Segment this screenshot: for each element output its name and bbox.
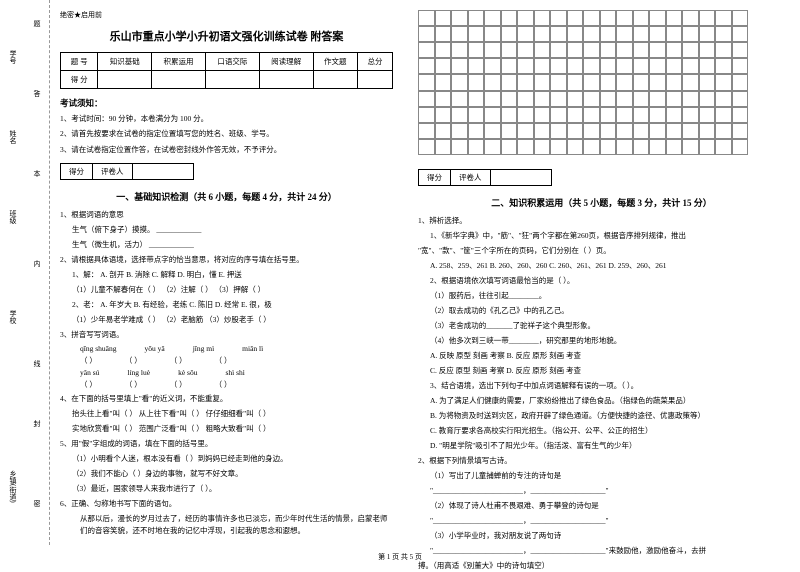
q6: 6、正确、匀称地书写下面的语句。 bbox=[60, 498, 393, 510]
q2-sub-3: （1）少年易老学难成（ ） （2）老脑筋 （3）炒股老手（ ） bbox=[60, 314, 393, 326]
th-5: 作文题 bbox=[313, 53, 357, 71]
cut-label-5: 线 bbox=[32, 360, 42, 369]
s2q2-sub-1: "________________________，______________… bbox=[418, 485, 785, 497]
td-1[interactable] bbox=[98, 71, 152, 89]
td-6[interactable] bbox=[357, 71, 392, 89]
cut-label-7: 密 bbox=[32, 500, 42, 509]
s2q2-sub-0: （1）写出了儿童捕蝉前的专注的诗句是 bbox=[418, 470, 785, 482]
binding-label-3: 学校 bbox=[8, 310, 18, 324]
th-0: 题 号 bbox=[61, 53, 98, 71]
td-2[interactable] bbox=[152, 71, 206, 89]
table-row: 题 号 知识基础 积累运用 口语交际 阅读理解 作文题 总分 bbox=[61, 53, 393, 71]
q2-sub-1: （1）儿童不解春何在（ ） （2）注解（ ） （3）押解（ ） bbox=[60, 284, 393, 296]
pinyin-row-0: qīng shuāng yōu yǎ jīng mì miǎn lì bbox=[60, 344, 393, 353]
grader-label-1: 得分 bbox=[61, 164, 93, 179]
s2q1-sub-9: C. 反应 原型 刻画 考察 D. 反应 原形 刻画 考查 bbox=[418, 365, 785, 377]
section2-title: 二、知识积累运用（共 5 小题，每题 3 分，共计 15 分） bbox=[418, 196, 785, 209]
s2q1-sub-13: C. 教育厅要求各高校实行阳光招生。（指公开、公平、公正的招生） bbox=[418, 425, 785, 437]
pinyin-row-3: （ ） （ ） （ ） （ ） bbox=[60, 379, 393, 390]
page-footer: 第 1 页 共 5 页 bbox=[0, 552, 800, 562]
th-6: 总分 bbox=[357, 53, 392, 71]
s2q1-sub-12: B. 为将物资及时送到灾区，政府开辟了绿色通道。（方便快捷的途径、优惠政策等） bbox=[418, 410, 785, 422]
q1: 1、根据词语的意思 bbox=[60, 209, 393, 221]
q3: 3、拼音写写词语。 bbox=[60, 329, 393, 341]
notice-heading: 考试须知： bbox=[60, 97, 393, 109]
cut-label-4: 内 bbox=[32, 260, 42, 269]
cut-label-6: 封 bbox=[32, 420, 42, 429]
q5-sub-1: （2）我们不能心（ ）身边的事物，就写不好文章。 bbox=[60, 468, 393, 480]
q6-text: 从那以后，漫长的岁月过去了，经历的事情许多也已淡忘，而少年时代生活的情景，启蒙老… bbox=[60, 513, 393, 537]
grader-blank[interactable] bbox=[133, 164, 193, 179]
grader-label-2b: 评卷人 bbox=[451, 170, 491, 185]
td-3[interactable] bbox=[205, 71, 259, 89]
q5-sub-0: （1）小明看个人迷，根本没有看（ ）到妈妈已经走到他的身边。 bbox=[60, 453, 393, 465]
th-2: 积累运用 bbox=[152, 53, 206, 71]
th-3: 口语交际 bbox=[205, 53, 259, 71]
s2q1-sub-4: （1）服药后，往往引起________。 bbox=[418, 290, 785, 302]
notice-3: 3、请在试卷指定位置作答，在试卷密封线外作答无效，不予评分。 bbox=[60, 144, 393, 155]
s2q1-sub-14: D. "明星学院"吸引不了阳光少年。（指活泼、富有生气的少年） bbox=[418, 440, 785, 452]
grader-blank-2[interactable] bbox=[491, 170, 551, 185]
s2q1-sub-10: 3、结合语境，选出下列句子中加点词语解释有误的一项。（ ）。 bbox=[418, 380, 785, 392]
s2q2-sub-4: （3）小学毕业时，我对朋友说了两句诗 bbox=[418, 530, 785, 542]
td-4[interactable] bbox=[259, 71, 313, 89]
exam-title: 乐山市重点小学小升初语文强化训练试卷 附答案 bbox=[60, 28, 393, 44]
s2q2-sub-3: "________________________，______________… bbox=[418, 515, 785, 527]
s2q1-sub-0: 1、《新华字典》中，"筋"、"狂"两个字都在第260页，根据音序排列规律，推出 bbox=[418, 230, 785, 242]
pinyin-row-1: （ ） （ ） （ ） （ ） bbox=[60, 355, 393, 366]
grader-label-1b: 得分 bbox=[419, 170, 451, 185]
s2q1-sub-5: （2）取去成功的《孔乙己》中的孔乙己。 bbox=[418, 305, 785, 317]
binding-label-4: 乡镇(街道) bbox=[8, 470, 18, 503]
s2q2: 2、根据下列情景填写古诗。 bbox=[418, 455, 785, 467]
td-5[interactable] bbox=[313, 71, 357, 89]
binding-label-1: 姓名 bbox=[8, 130, 18, 144]
s2q1-sub-2: A. 258、259、261 B. 260、260、260 C. 260、261… bbox=[418, 260, 785, 272]
s2q1-sub-8: A. 反映 原型 刻画 考察 B. 反应 原形 刻画 考查 bbox=[418, 350, 785, 362]
header-tag: 绝密★启用前 bbox=[60, 10, 393, 20]
page-container: 题 学号 答 姓名 本 班级 内 学校 线 封 乡镇(街道) 密 绝密★启用前 … bbox=[0, 0, 800, 545]
score-table: 题 号 知识基础 积累运用 口语交际 阅读理解 作文题 总分 得 分 bbox=[60, 52, 393, 89]
q2-sub-0: 1、解： A. 剖开 B. 消除 C. 解释 D. 明白，懂 E. 押送 bbox=[60, 269, 393, 281]
binding-label-2: 班级 bbox=[8, 210, 18, 224]
right-column: 得分 评卷人 二、知识积累运用（共 5 小题，每题 3 分，共计 15 分） 1… bbox=[408, 10, 785, 540]
q2: 2、请根据具体语境，选择带点字的恰当意思，将对应的序号填在括号里。 bbox=[60, 254, 393, 266]
th-1: 知识基础 bbox=[98, 53, 152, 71]
grader-box: 得分 评卷人 bbox=[60, 163, 194, 180]
q5-sub-2: （3）最近，国家领导人来我市进行了（ ）。 bbox=[60, 483, 393, 495]
q4-sub-0: 抬头往上看"叫（ ） 从上往下看"叫（ ） 仔仔细细看"叫（ ） bbox=[60, 408, 393, 420]
writing-grid[interactable] bbox=[418, 10, 748, 155]
pinyin-row-2: yǎn sú líng luè kè sǒu shì shì bbox=[60, 368, 393, 377]
td-0: 得 分 bbox=[61, 71, 98, 89]
s2q1: 1、辨析选择。 bbox=[418, 215, 785, 227]
q1-sub-0: 生气（俯下身子）摸摸。 ____________ bbox=[60, 224, 393, 236]
table-row: 得 分 bbox=[61, 71, 393, 89]
notice-2: 2、请首先按要求在试卷的指定位置填写您的姓名、班级、学号。 bbox=[60, 128, 393, 139]
binding-label-0: 学号 bbox=[8, 50, 18, 64]
q2-sub-2: 2、老： A. 年岁大 B. 有经验，老练 C. 陈旧 D. 经常 E. 很，极 bbox=[60, 299, 393, 311]
grader-label-2: 评卷人 bbox=[93, 164, 133, 179]
cut-label-1: 题 bbox=[32, 20, 42, 29]
q1-sub-1: 生气（微生机，活力） ____________ bbox=[60, 239, 393, 251]
q4-sub-1: 实地欣赏看"叫（ ） 范围广泛看"叫（ ） 粗略大致看"叫（ ） bbox=[60, 423, 393, 435]
cut-label-3: 本 bbox=[32, 170, 42, 179]
binding-area: 题 学号 答 姓名 本 班级 内 学校 线 封 乡镇(街道) 密 bbox=[0, 0, 50, 545]
s2q1-sub-1: "宽"、"款"、"筐"三个字所在的页码，它们分别在（ ）页。 bbox=[418, 245, 785, 257]
content-area: 绝密★启用前 乐山市重点小学小升初语文强化训练试卷 附答案 题 号 知识基础 积… bbox=[50, 0, 800, 545]
section1-title: 一、基础知识检测（共 6 小题，每题 4 分，共计 24 分） bbox=[60, 190, 393, 203]
s2q1-sub-6: （3）老舍成功的_______了驼祥子这个典型形象。 bbox=[418, 320, 785, 332]
s2q1-sub-3: 2、根据语境依次填写词语最恰当的是（ ）。 bbox=[418, 275, 785, 287]
notice-1: 1、考试时间：90 分钟，本卷满分为 100 分。 bbox=[60, 113, 393, 124]
s2q2-sub-2: （2）体现了诗人杜甫不畏艰难、勇于攀登的诗句是 bbox=[418, 500, 785, 512]
cut-label-2: 答 bbox=[32, 90, 42, 99]
th-4: 阅读理解 bbox=[259, 53, 313, 71]
q5: 5、用"假"字组成的词语，填在下面的括号里。 bbox=[60, 438, 393, 450]
s2q1-sub-7: （4）他多次到三峡一带________，研究那里的地形地貌。 bbox=[418, 335, 785, 347]
s2q1-sub-11: A. 为了满足人们健康的需要，厂家纷纷推出了绿色食品。（指绿色的蔬菜果品） bbox=[418, 395, 785, 407]
grader-box-2: 得分 评卷人 bbox=[418, 169, 552, 186]
q4: 4、在下面的括号里填上"看"的近义词，不能重复。 bbox=[60, 393, 393, 405]
left-column: 绝密★启用前 乐山市重点小学小升初语文强化训练试卷 附答案 题 号 知识基础 积… bbox=[60, 10, 408, 540]
